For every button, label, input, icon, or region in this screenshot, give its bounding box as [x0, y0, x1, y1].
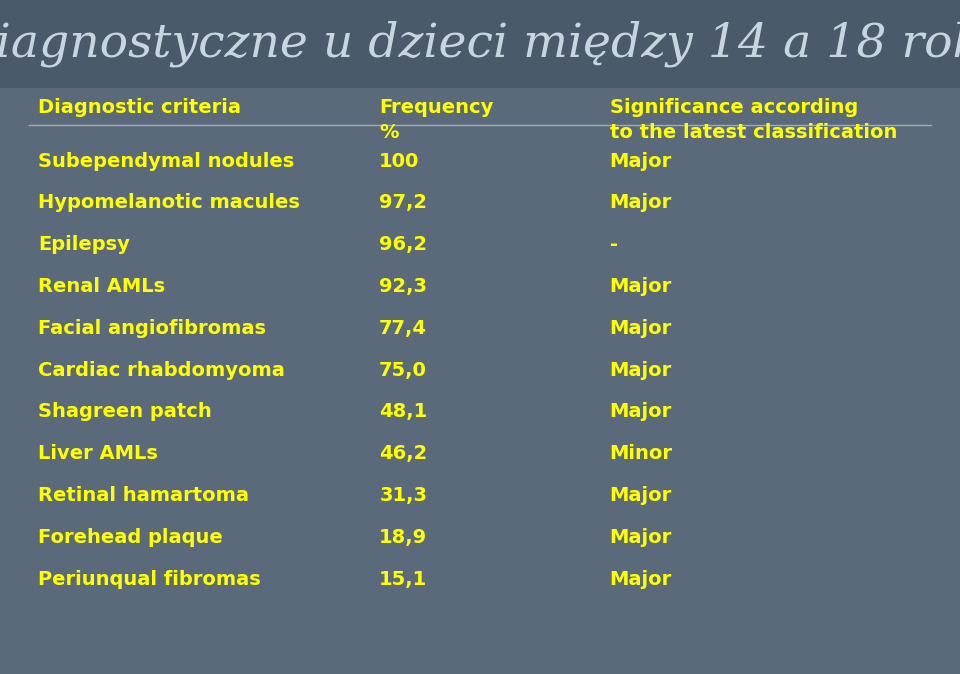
Text: Major: Major: [610, 193, 672, 212]
Text: Retinal hamartoma: Retinal hamartoma: [38, 486, 250, 505]
Text: Major: Major: [610, 486, 672, 505]
Text: Diagnostic criteria: Diagnostic criteria: [38, 98, 241, 117]
Text: 75,0: 75,0: [379, 361, 427, 379]
Text: 18,9: 18,9: [379, 528, 427, 547]
Text: 46,2: 46,2: [379, 444, 427, 463]
Text: Major: Major: [610, 152, 672, 171]
Text: 15,1: 15,1: [379, 570, 427, 588]
Text: Major: Major: [610, 570, 672, 588]
Text: 77,4: 77,4: [379, 319, 427, 338]
Text: Major: Major: [610, 528, 672, 547]
Text: Periunqual fibromas: Periunqual fibromas: [38, 570, 261, 588]
Text: 100: 100: [379, 152, 420, 171]
Text: 48,1: 48,1: [379, 402, 427, 421]
Text: Minor: Minor: [610, 444, 673, 463]
Text: Hypomelanotic macules: Hypomelanotic macules: [38, 193, 300, 212]
Text: Major: Major: [610, 319, 672, 338]
Text: Frequency
%: Frequency %: [379, 98, 493, 142]
Text: Epilepsy: Epilepsy: [38, 235, 131, 254]
Text: Renal AMLs: Renal AMLs: [38, 277, 165, 296]
Text: Major: Major: [610, 361, 672, 379]
Text: Significance according
to the latest classification: Significance according to the latest cla…: [610, 98, 897, 142]
Text: 97,2: 97,2: [379, 193, 427, 212]
Text: Major: Major: [610, 277, 672, 296]
Text: Major: Major: [610, 402, 672, 421]
Text: 96,2: 96,2: [379, 235, 427, 254]
Text: Cardiac rhabdomyoma: Cardiac rhabdomyoma: [38, 361, 285, 379]
Text: 31,3: 31,3: [379, 486, 427, 505]
Text: Liver AMLs: Liver AMLs: [38, 444, 158, 463]
Text: 92,3: 92,3: [379, 277, 427, 296]
Text: Forehead plaque: Forehead plaque: [38, 528, 223, 547]
Text: Subependymal nodules: Subependymal nodules: [38, 152, 295, 171]
Text: -: -: [610, 235, 617, 254]
Text: Kryteria diagnostyczne u dzieci między 14 a 18 rokiem życia: Kryteria diagnostyczne u dzieci między 1…: [0, 21, 960, 67]
Text: Shagreen patch: Shagreen patch: [38, 402, 212, 421]
Text: Facial angiofibromas: Facial angiofibromas: [38, 319, 266, 338]
